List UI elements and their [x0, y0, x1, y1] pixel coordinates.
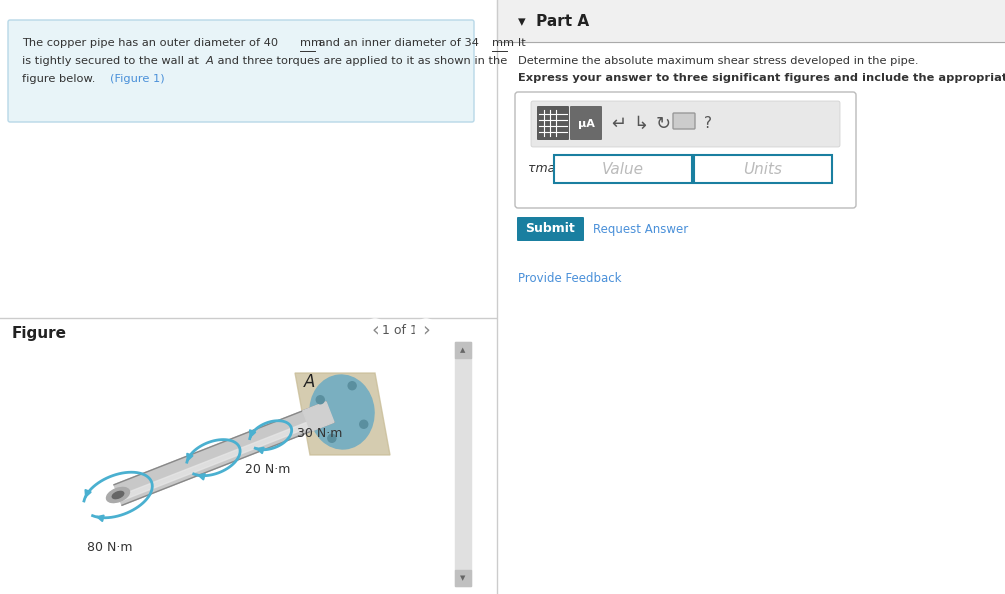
Circle shape [317, 396, 325, 404]
Bar [497, 0, 1005, 42]
Polygon shape [119, 413, 333, 501]
Text: mm: mm [492, 38, 514, 48]
Circle shape [364, 319, 386, 341]
Text: ‹: ‹ [371, 321, 379, 340]
Text: . It: . It [507, 38, 526, 48]
Text: 20 N·m: 20 N·m [245, 463, 290, 476]
Bar [455, 570, 471, 586]
Text: is tightly secured to the wall at: is tightly secured to the wall at [22, 56, 203, 66]
FancyBboxPatch shape [673, 113, 695, 129]
Circle shape [360, 421, 368, 428]
Text: Units: Units [744, 162, 783, 176]
Text: 30 N·m: 30 N·m [296, 426, 342, 440]
Circle shape [348, 382, 356, 390]
Bar [694, 155, 832, 183]
Text: figure below.: figure below. [22, 74, 99, 84]
Text: µA: µA [578, 119, 594, 129]
Text: and three torques are applied to it as shown in the: and three torques are applied to it as s… [214, 56, 508, 66]
FancyBboxPatch shape [515, 92, 856, 208]
Polygon shape [114, 402, 334, 505]
Text: 80 N·m: 80 N·m [87, 541, 133, 554]
Text: ↻: ↻ [655, 115, 670, 133]
Text: Express your answer to three significant figures and include the appropriate uni: Express your answer to three significant… [518, 73, 1005, 83]
Text: ›: › [422, 321, 430, 340]
Text: Request Answer: Request Answer [593, 223, 688, 235]
Text: mm: mm [300, 38, 322, 48]
Text: A: A [305, 373, 316, 391]
Text: Figure: Figure [12, 326, 67, 341]
Polygon shape [303, 402, 334, 431]
Ellipse shape [113, 491, 124, 498]
Circle shape [328, 434, 336, 443]
FancyBboxPatch shape [531, 101, 840, 147]
Text: Submit: Submit [526, 223, 575, 235]
Bar [554, 155, 692, 183]
FancyBboxPatch shape [537, 106, 569, 140]
FancyBboxPatch shape [517, 217, 584, 241]
Text: Provide Feedback: Provide Feedback [518, 272, 621, 285]
Bar [455, 342, 471, 358]
FancyBboxPatch shape [8, 20, 474, 122]
Text: 1 of 1: 1 of 1 [382, 324, 418, 336]
Text: A: A [206, 56, 214, 66]
Text: ▼: ▼ [460, 575, 465, 581]
Text: ▲: ▲ [460, 347, 465, 353]
Text: ?: ? [704, 116, 712, 131]
Text: and an inner diameter of 34: and an inner diameter of 34 [315, 38, 482, 48]
Text: ▾  Part A: ▾ Part A [518, 14, 589, 29]
Text: τmax =: τmax = [528, 162, 577, 175]
Text: Determine the absolute maximum shear stress developed in the pipe.: Determine the absolute maximum shear str… [518, 56, 919, 66]
Ellipse shape [310, 375, 374, 449]
Text: ↳: ↳ [633, 115, 648, 133]
Polygon shape [295, 373, 390, 455]
FancyBboxPatch shape [570, 106, 602, 140]
Text: Value: Value [602, 162, 644, 176]
Text: ↵: ↵ [611, 115, 626, 133]
Ellipse shape [107, 488, 130, 503]
Text: The copper pipe has an outer diameter of 40: The copper pipe has an outer diameter of… [22, 38, 281, 48]
Circle shape [415, 319, 437, 341]
Bar [455, 342, 471, 586]
Text: (Figure 1): (Figure 1) [110, 74, 165, 84]
